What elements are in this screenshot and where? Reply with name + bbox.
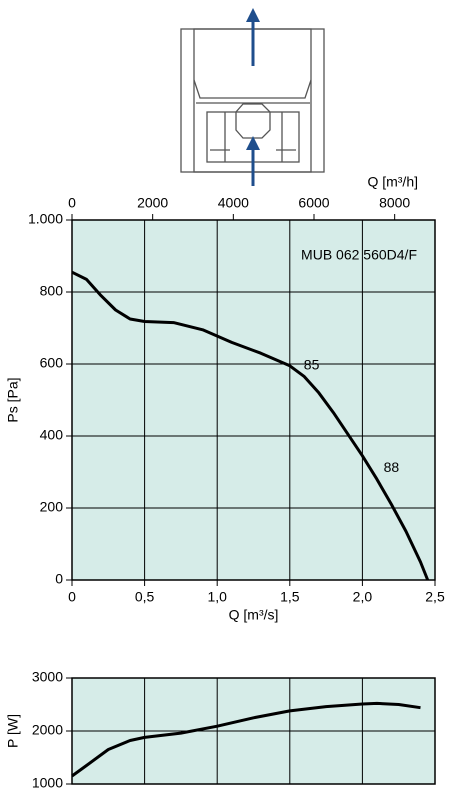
x2-tick-label: 4000 — [218, 195, 249, 211]
y-tick-label: 0 — [55, 571, 63, 587]
x-tick-label: 1,0 — [207, 589, 227, 605]
plot-background — [71, 219, 436, 581]
x2-tick-label: 2000 — [137, 195, 168, 211]
y-axis-label: P [W] — [5, 714, 21, 748]
y-tick-label: 200 — [40, 499, 64, 515]
x2-tick-label: 0 — [68, 195, 76, 211]
y-tick-label: 800 — [40, 283, 64, 299]
x2-tick-label: 6000 — [298, 195, 329, 211]
x2-tick-label: 8000 — [379, 195, 410, 211]
annotation: 85 — [304, 357, 320, 373]
y-tick-label: 600 — [40, 355, 64, 371]
x-tick-label: 0 — [68, 589, 76, 605]
x-tick-label: 2,0 — [353, 589, 373, 605]
x-tick-label: 1,5 — [280, 589, 300, 605]
x2-axis-label: Q [m³/h] — [367, 174, 418, 190]
y-tick-label: 2000 — [32, 722, 63, 738]
x-tick-label: 2,5 — [425, 589, 445, 605]
y-tick-label: 3000 — [32, 669, 63, 685]
y-axis-label: Ps [Pa] — [5, 377, 21, 422]
flow-arrows — [246, 8, 260, 186]
y-tick-label: 1.000 — [28, 211, 63, 227]
x-tick-label: 0,5 — [135, 589, 155, 605]
annotation: 88 — [384, 459, 400, 475]
y-tick-label: 400 — [40, 427, 64, 443]
curve — [71, 701, 421, 778]
curve — [71, 270, 430, 581]
x-axis-label: Q [m³/s] — [229, 607, 279, 623]
model-label: MUB 062 560D4/F — [301, 247, 417, 263]
y-tick-label: 1000 — [32, 775, 63, 791]
